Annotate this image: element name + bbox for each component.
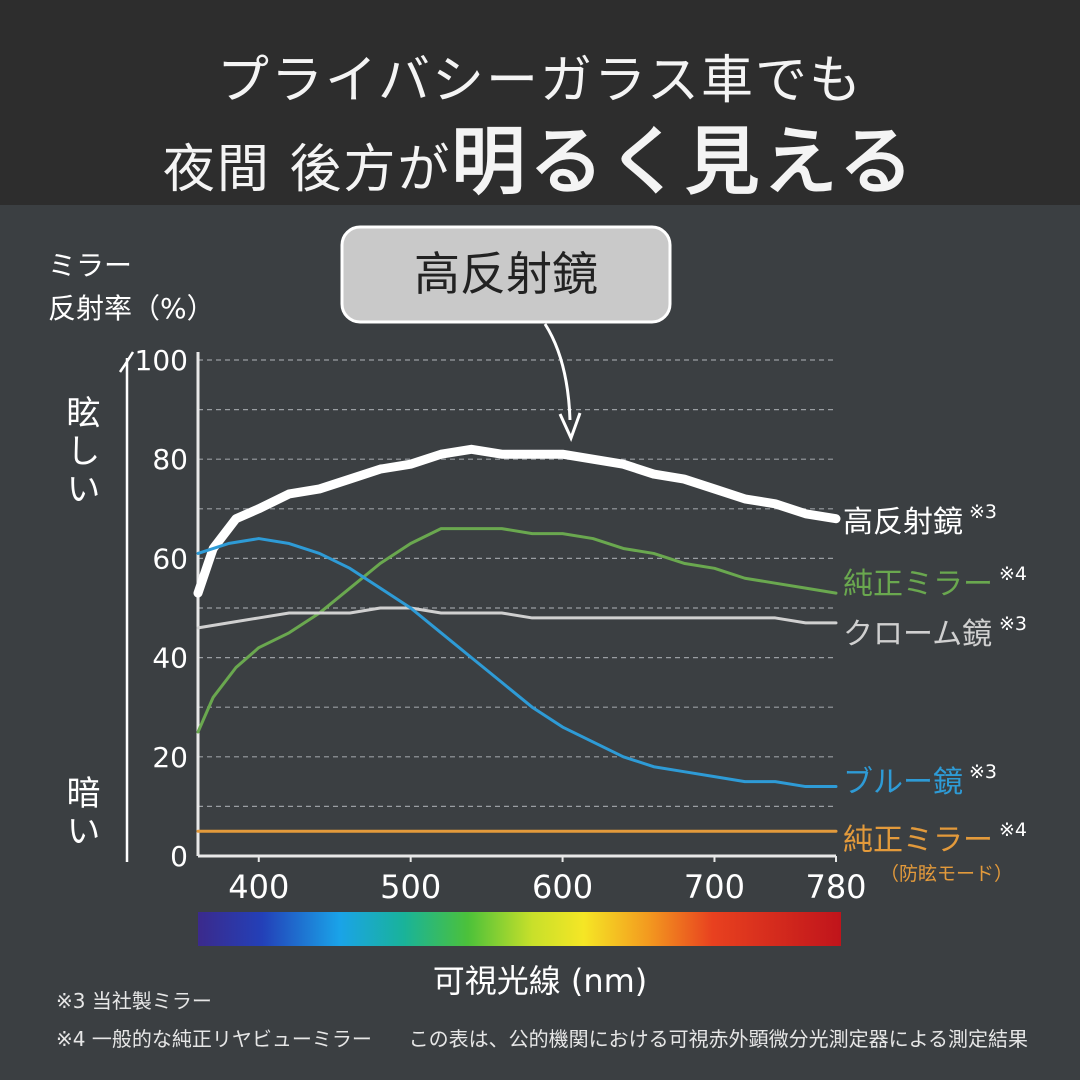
- series-note: ※4: [999, 819, 1027, 841]
- x-tick-label: 400: [228, 868, 289, 906]
- series-note: ※4: [999, 563, 1027, 585]
- y-axis-label-line1: ミラー: [48, 249, 132, 282]
- callout-arrow: [543, 323, 572, 421]
- x-tick-labels: 400 500 600 700 780: [228, 868, 866, 906]
- series-line: [196, 606, 838, 630]
- glare-arrow: [118, 351, 135, 862]
- side-label-bright: 眩しい: [60, 395, 100, 509]
- footnote-3: ※3 当社製ミラー: [56, 989, 212, 1013]
- footnote-source: この表は、公的機関における可視赤外顕微分光測定器による測定結果: [409, 1027, 1028, 1051]
- series-label: 高反射鏡: [843, 505, 963, 540]
- series-line: [196, 537, 838, 789]
- side-label-dark: 暗い: [60, 775, 100, 851]
- series-label: 純正ミラー: [843, 567, 993, 602]
- x-tick-label: 700: [684, 868, 745, 906]
- x-axis-label: 可視光線 (nm): [433, 962, 648, 1000]
- callout-box: [340, 225, 672, 324]
- series-lines: [193, 444, 841, 833]
- y-tick-label: 80: [152, 443, 188, 476]
- y-tick-label: 40: [152, 642, 188, 675]
- series-label: クローム鏡: [843, 617, 992, 652]
- headline-emphasis: 明るく見える: [451, 119, 918, 205]
- series-labels: 高反射鏡 ※3 純正ミラー ※4 クローム鏡 ※3 ブルー鏡 ※3 純正ミラー ※4 （防眩モード）: [843, 501, 1027, 885]
- x-tick-label: 600: [532, 868, 593, 906]
- series-note: ※3: [969, 501, 997, 523]
- callout-arrowhead: [558, 412, 582, 442]
- y-tick-label: 60: [152, 542, 188, 575]
- headline-line2: 夜間 後方が明るく見える: [0, 102, 1080, 209]
- headline-line1: プライバシーガラス車でも: [217, 51, 863, 111]
- series-line: [196, 527, 838, 734]
- series-label: 純正ミラー: [843, 823, 993, 858]
- y-tick-label: 100: [135, 344, 188, 377]
- series-note: ※3: [969, 761, 997, 783]
- series-sublabel: （防眩モード）: [880, 863, 1013, 885]
- y-axis-label-line2: 反射率（%）: [48, 292, 215, 325]
- spectrum-bar: [198, 912, 841, 946]
- y-tick-labels: 0 20 40 60 80 100: [135, 344, 188, 873]
- footnote-4: ※4 一般的な純正リヤビューミラー: [56, 1027, 372, 1051]
- axes: [196, 352, 837, 862]
- headline-prefix: 夜間 後方が: [162, 140, 452, 200]
- y-tick-label: 20: [152, 741, 188, 774]
- y-tick-label: 0: [170, 840, 188, 873]
- grid: [198, 359, 836, 808]
- callout-label: 高反射鏡: [414, 247, 598, 301]
- series-label: ブルー鏡: [843, 765, 963, 800]
- header-banner: プライバシーガラス車でも 夜間 後方が明るく見える: [0, 0, 1080, 205]
- callout: 高反射鏡: [340, 225, 672, 442]
- series-note: ※3: [999, 613, 1027, 635]
- x-tick-label: 500: [380, 868, 441, 906]
- x-tick-label: 780: [805, 868, 866, 906]
- series-line: [193, 444, 841, 598]
